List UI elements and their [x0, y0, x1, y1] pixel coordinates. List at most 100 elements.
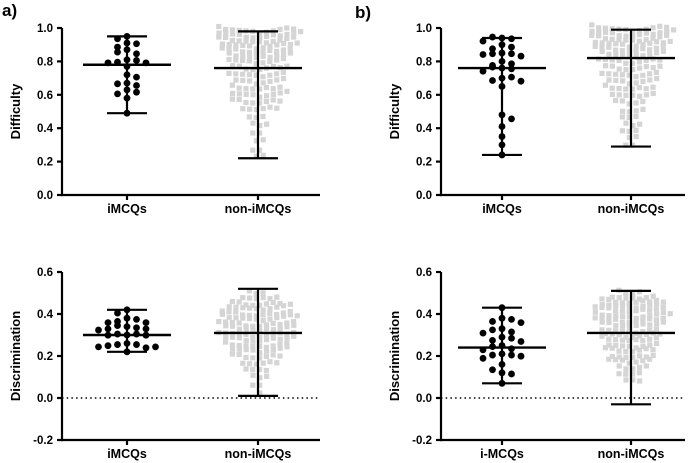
- data-point: [616, 348, 622, 354]
- data-point: [133, 73, 140, 81]
- data-point: [613, 47, 619, 53]
- y-tick-label: 0.2: [416, 157, 432, 169]
- data-point: [233, 53, 239, 59]
- data-point: [257, 100, 263, 106]
- data-point: [640, 53, 646, 59]
- data-point: [284, 35, 290, 42]
- data-point: [270, 97, 276, 103]
- data-point: [626, 101, 632, 107]
- y-tick-label: 0.0: [416, 393, 432, 405]
- category-label: iMCQs: [482, 202, 522, 216]
- data-point: [640, 72, 646, 78]
- data-point: [647, 77, 653, 83]
- data-point: [226, 70, 232, 76]
- data-point: [280, 47, 286, 53]
- y-axis-label: Difficulty: [387, 83, 402, 139]
- data-point: [508, 50, 515, 58]
- data-point: [250, 147, 256, 153]
- panel-b-discrimination-svg: 0.6 0.4 0.2 0.0 -0.2 i-MCQs non-iMCQs Discrimin…: [387, 267, 685, 461]
- data-point: [250, 120, 256, 126]
- data-point: [650, 90, 656, 96]
- data-point: [616, 295, 622, 301]
- data-point: [630, 86, 636, 92]
- data-point: [596, 29, 602, 35]
- data-point: [623, 66, 629, 73]
- data-point: [592, 43, 598, 49]
- data-point: [219, 45, 225, 51]
- data-point: [603, 29, 609, 35]
- data-point: [633, 345, 639, 351]
- data-point: [274, 57, 280, 63]
- data-point: [253, 46, 259, 52]
- data-point: [613, 71, 619, 77]
- data-point: [246, 288, 252, 294]
- data-point: [270, 320, 276, 327]
- data-point: [640, 106, 646, 112]
- data-point: [630, 371, 636, 377]
- data-point: [657, 63, 663, 69]
- data-point: [104, 342, 112, 350]
- y-axis-label: Discrimination: [8, 311, 23, 401]
- data-point: [267, 72, 273, 78]
- data-point: [246, 58, 252, 64]
- data-point: [609, 63, 615, 69]
- data-point: [291, 30, 297, 36]
- data-point: [626, 114, 632, 121]
- data-point: [640, 343, 646, 350]
- data-point: [619, 319, 625, 325]
- data-point: [589, 28, 595, 34]
- data-point: [623, 366, 629, 372]
- data-point: [114, 341, 121, 348]
- data-point: [620, 323, 626, 329]
- data-point: [613, 302, 619, 309]
- data-point: [267, 306, 273, 312]
- data-point: [633, 299, 639, 305]
- data-point: [274, 71, 280, 77]
- data-point: [277, 336, 283, 342]
- data-point: [616, 354, 622, 360]
- data-point: [253, 138, 259, 144]
- data-point: [233, 46, 239, 52]
- data-point: [613, 316, 619, 322]
- data-point: [654, 75, 660, 82]
- data-point: [264, 325, 270, 332]
- error-bar-iMCQs: [83, 35, 171, 115]
- data-point: [264, 121, 270, 127]
- data-point: [650, 35, 656, 41]
- data-point: [104, 319, 112, 326]
- data-point: [630, 377, 636, 383]
- data-point: [243, 331, 249, 338]
- data-point: [626, 300, 632, 306]
- data-point: [619, 357, 625, 363]
- data-point: [479, 51, 487, 58]
- data-point: [606, 316, 612, 322]
- data-point: [599, 40, 605, 46]
- data-point: [623, 334, 629, 340]
- data-point: [633, 133, 639, 140]
- data-point: [229, 37, 235, 44]
- data-point: [230, 90, 236, 97]
- data-point: [479, 329, 487, 337]
- data-point: [599, 296, 605, 302]
- data-point: [226, 45, 232, 52]
- data-point: [609, 345, 615, 351]
- data-point: [606, 313, 612, 319]
- data-point: [152, 343, 159, 351]
- data-point: [623, 86, 629, 92]
- y-tick-label: 0.0: [37, 190, 53, 202]
- data-point: [640, 46, 646, 52]
- data-point: [219, 308, 225, 314]
- data-point: [619, 114, 625, 120]
- data-point: [260, 152, 266, 158]
- data-point: [291, 333, 297, 339]
- data-point: [654, 39, 660, 45]
- data-point: [247, 295, 253, 301]
- error-bar-iMCQs: [458, 36, 546, 157]
- data-point: [623, 120, 629, 126]
- data-point: [236, 320, 242, 326]
- data-point: [250, 100, 256, 106]
- data-point: [620, 343, 626, 349]
- data-point: [647, 316, 653, 322]
- data-point: [257, 343, 263, 349]
- data-point: [616, 33, 622, 39]
